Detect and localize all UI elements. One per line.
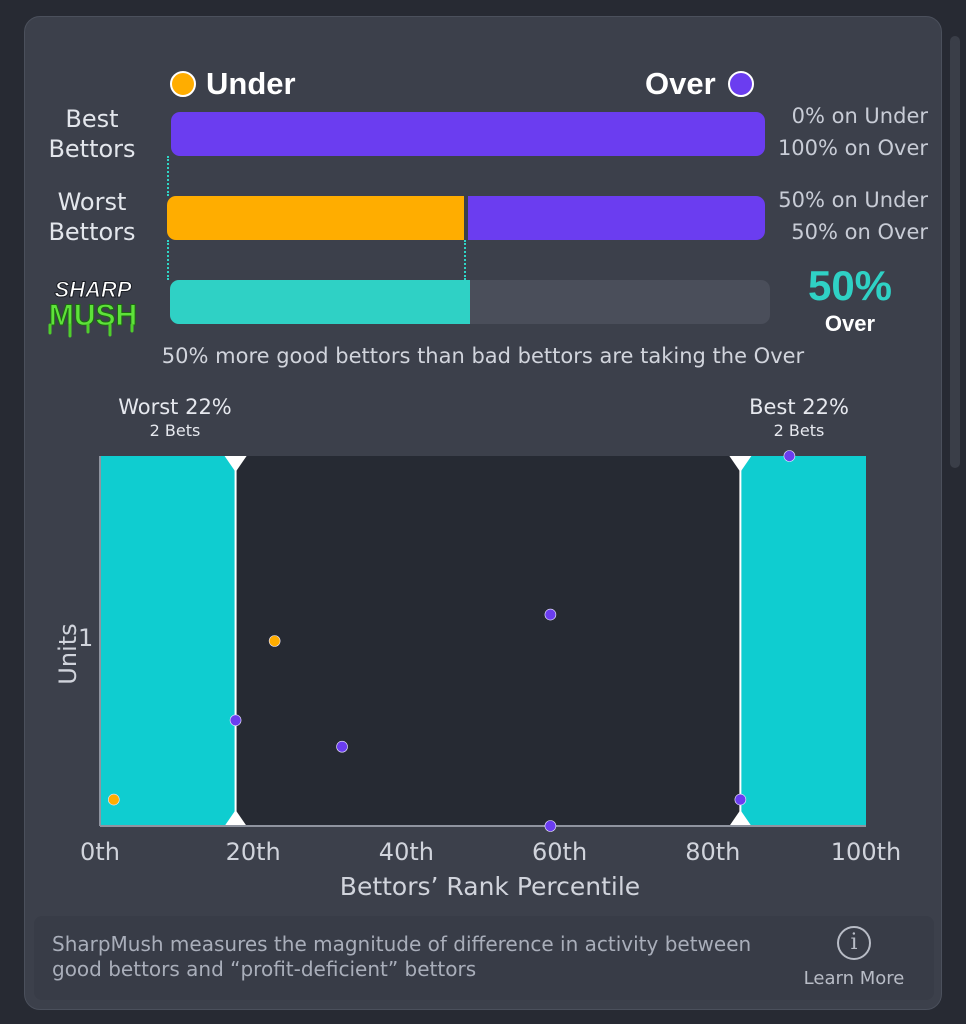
- info-icon[interactable]: i: [837, 926, 871, 960]
- legend-over-label: Over: [645, 66, 716, 101]
- worst-range-handle-bottom: [224, 810, 247, 826]
- worst-gap: [464, 196, 468, 240]
- legend-over: Over: [645, 66, 754, 102]
- svg-text:SHARP: SHARP: [54, 277, 131, 302]
- point-over-4: [734, 793, 747, 806]
- x-tick-label: 80th: [685, 838, 741, 866]
- sharpmush-bar: [170, 280, 770, 324]
- learn-more-label: Learn More: [803, 968, 905, 989]
- sharpmush-side: Over: [824, 311, 876, 336]
- point-over-2: [544, 608, 557, 621]
- scrollbar[interactable]: [950, 36, 960, 468]
- sharpmush-fill: [170, 280, 470, 324]
- legend-under: Under: [170, 66, 296, 102]
- point-over-5: [783, 450, 796, 462]
- point-over-0: [229, 714, 242, 727]
- legend-under-label: Under: [206, 66, 296, 101]
- best-range-handle-top: [729, 456, 752, 472]
- worst-under-segment: [167, 196, 464, 240]
- worst-bettors-pct: 50% on Under 50% on Over: [778, 188, 928, 244]
- worst-range-band: [100, 456, 236, 826]
- footer: SharpMush measures the magnitude of diff…: [34, 916, 934, 1000]
- x-axis-label: Bettors’ Rank Percentile: [339, 872, 641, 901]
- over-dot-icon: [727, 71, 754, 97]
- best-bettors-label: Best Bettors: [48, 105, 136, 163]
- x-tick-label: 40th: [378, 838, 434, 866]
- x-tick-label: 100th: [830, 838, 902, 866]
- y-tick-label: 1: [78, 624, 94, 652]
- guide-line-left-lower: [167, 240, 169, 280]
- worst-over-segment: [468, 196, 765, 240]
- point-under-0: [107, 793, 120, 806]
- sharpmush-logo: SHARP MUSH: [48, 277, 138, 338]
- learn-more-button[interactable]: i Learn More: [794, 926, 914, 989]
- svg-text:MUSH: MUSH: [49, 299, 137, 332]
- worst-bettors-label: Worst Bettors: [48, 188, 136, 246]
- sharpmush-value: 50%: [807, 262, 893, 309]
- x-tick-label: 0th: [80, 838, 120, 866]
- sharpmush-score: 50% Over: [790, 262, 910, 338]
- point-under-1: [268, 635, 281, 647]
- best-range-band: [740, 456, 866, 826]
- guide-line-mid: [464, 240, 466, 280]
- point-over-3: [544, 820, 557, 832]
- under-dot-icon: [170, 71, 196, 97]
- best-bettors-pct: 0% on Under 100% on Over: [777, 104, 928, 160]
- guide-line-left-upper: [167, 156, 169, 196]
- worst-bettors-bar: [167, 196, 765, 240]
- sharpmush-summary: 50% more good bettors than bad bettors a…: [161, 344, 805, 368]
- x-tick-label: 20th: [225, 838, 281, 866]
- best-bettors-bar: [171, 112, 765, 156]
- best-range-label: Best 22% 2 Bets: [749, 395, 849, 440]
- best-range-handle-bottom: [729, 810, 752, 826]
- worst-range-label: Worst 22% 2 Bets: [118, 395, 232, 440]
- worst-range-handle-top: [224, 456, 247, 472]
- point-over-1: [336, 740, 348, 753]
- footer-text: SharpMush measures the magnitude of diff…: [52, 932, 752, 981]
- x-tick-label: 60th: [532, 838, 588, 866]
